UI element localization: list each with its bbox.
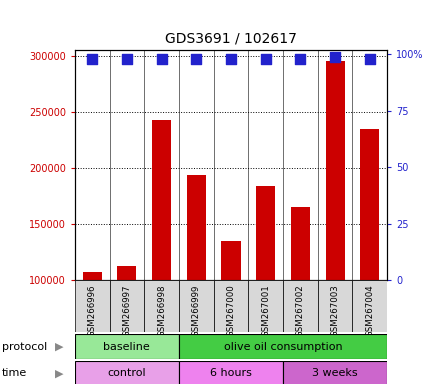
Point	[367, 56, 374, 62]
Bar	[352, 280, 387, 332]
Text: GSM267004: GSM267004	[365, 285, 374, 337]
Point	[193, 56, 200, 62]
Point	[262, 56, 269, 62]
Bar	[144, 280, 179, 332]
Point	[88, 56, 95, 62]
Bar	[326, 61, 345, 280]
Point	[123, 56, 130, 62]
Bar	[283, 361, 387, 384]
Point	[297, 56, 304, 62]
Text: GSM267001: GSM267001	[261, 285, 270, 337]
Text: ▶: ▶	[55, 341, 64, 352]
Text: GSM266997: GSM266997	[122, 285, 132, 337]
Title: GDS3691 / 102617: GDS3691 / 102617	[165, 32, 297, 46]
Text: protocol: protocol	[2, 341, 48, 352]
Bar	[75, 361, 179, 384]
Text: 6 hours: 6 hours	[210, 368, 252, 379]
Bar	[214, 280, 248, 332]
Point	[227, 56, 235, 62]
Bar	[179, 361, 283, 384]
Bar	[291, 207, 310, 280]
Bar	[110, 280, 144, 332]
Text: GSM266999: GSM266999	[192, 285, 201, 337]
Text: ▶: ▶	[55, 368, 64, 379]
Bar	[360, 129, 379, 280]
Bar	[256, 186, 275, 280]
Bar	[117, 266, 136, 280]
Bar	[187, 175, 206, 280]
Bar	[179, 334, 387, 359]
Text: 3 weeks: 3 weeks	[312, 368, 358, 379]
Text: GSM266996: GSM266996	[88, 285, 97, 337]
Text: baseline: baseline	[103, 341, 150, 352]
Bar	[152, 119, 171, 280]
Point	[332, 54, 339, 60]
Bar	[318, 280, 352, 332]
Text: GSM267002: GSM267002	[296, 285, 305, 337]
Text: GSM266998: GSM266998	[157, 285, 166, 337]
Bar	[75, 334, 179, 359]
Text: control: control	[107, 368, 146, 379]
Bar	[221, 241, 241, 280]
Bar	[179, 280, 214, 332]
Point	[158, 56, 165, 62]
Text: GSM267000: GSM267000	[227, 285, 235, 337]
Bar	[83, 273, 102, 280]
Text: olive oil consumption: olive oil consumption	[224, 341, 342, 352]
Bar	[283, 280, 318, 332]
Text: time: time	[2, 368, 27, 379]
Text: GSM267003: GSM267003	[330, 285, 340, 337]
Bar	[248, 280, 283, 332]
Bar	[75, 280, 110, 332]
